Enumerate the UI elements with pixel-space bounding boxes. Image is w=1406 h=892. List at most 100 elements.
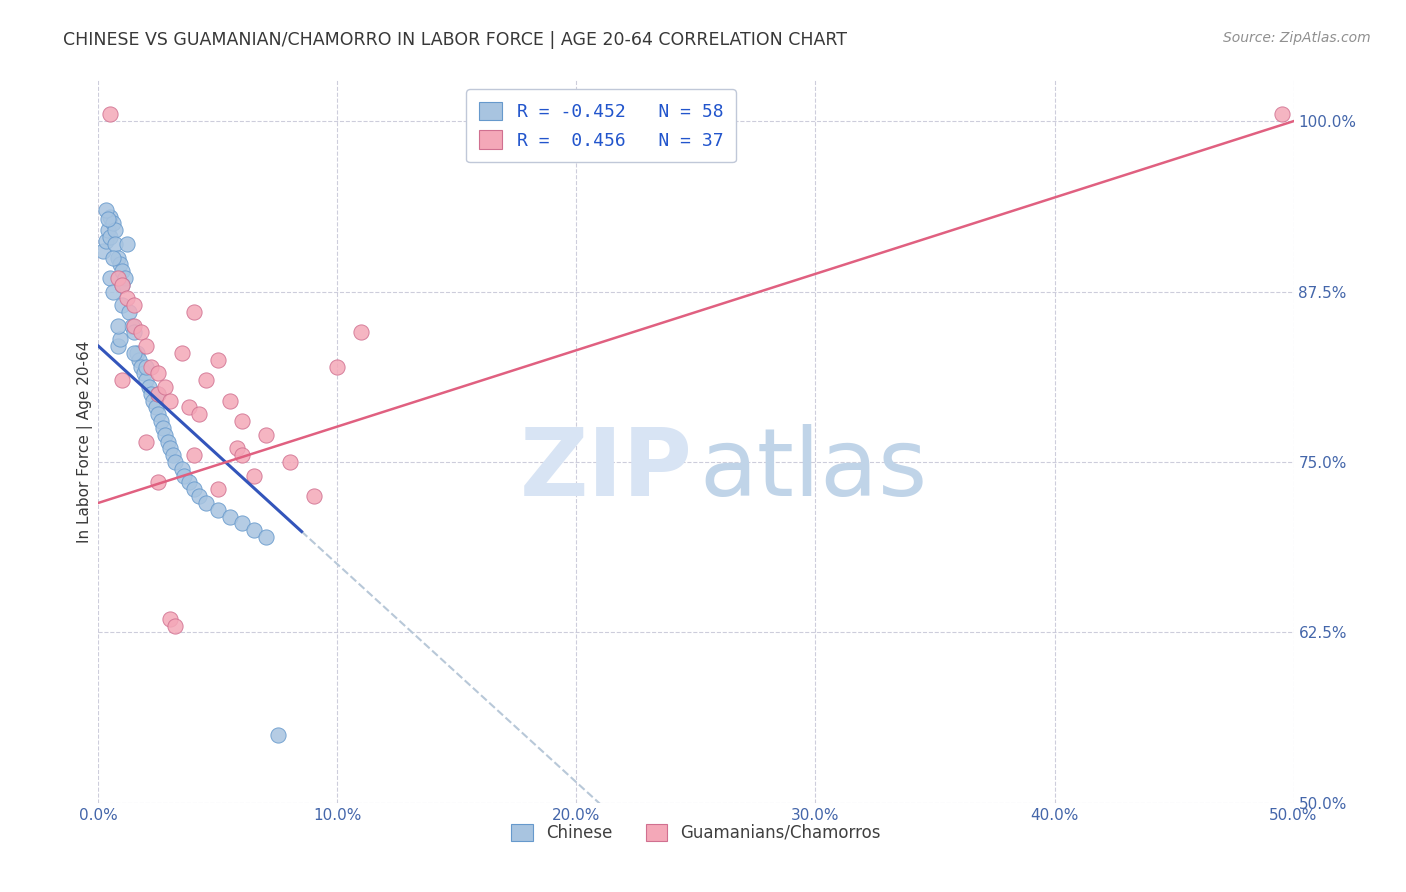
Point [195,373,218,387]
Point [135,373,157,387]
Point [195,496,218,510]
Point [111,264,134,278]
Point [326,359,349,374]
Point [149,414,172,428]
Point [91,244,114,258]
Point [155,380,177,394]
Point [97,223,120,237]
Point [145,401,167,415]
Point [231,414,253,428]
Point [179,475,201,490]
Point [278,455,301,469]
Point [148,387,170,401]
Point [135,339,157,353]
Point [231,516,253,531]
Point [156,434,179,449]
Text: Source: ZipAtlas.com: Source: ZipAtlas.com [1223,31,1371,45]
Point [135,359,157,374]
Point [139,387,162,401]
Legend: Chinese, Guamanians/Chamorros: Chinese, Guamanians/Chamorros [505,817,887,848]
Point [124,346,146,360]
Point [111,277,134,292]
Point [101,216,124,230]
Point [207,352,229,367]
Point [148,407,170,421]
Point [104,236,127,251]
Point [125,346,148,360]
Point [115,292,138,306]
Point [159,442,181,456]
Point [98,230,122,244]
Point [187,489,209,503]
Point [101,285,124,299]
Point [231,448,253,462]
Point [104,223,127,237]
Point [135,434,157,449]
Text: atlas: atlas [700,425,928,516]
Point [98,107,122,121]
Point [101,251,124,265]
Point [124,318,146,333]
Point [226,442,249,456]
Point [138,380,160,394]
Point [107,251,129,265]
Point [187,407,209,421]
Point [1271,107,1294,121]
Point [267,728,290,742]
Point [94,202,117,217]
Point [152,421,174,435]
Point [243,523,266,537]
Point [132,367,155,381]
Point [97,212,120,227]
Point [254,530,277,544]
Point [302,489,325,503]
Text: CHINESE VS GUAMANIAN/CHAMORRO IN LABOR FORCE | AGE 20-64 CORRELATION CHART: CHINESE VS GUAMANIAN/CHAMORRO IN LABOR F… [63,31,848,49]
Point [172,346,194,360]
Point [111,277,134,292]
Point [139,359,162,374]
Point [148,367,170,381]
Point [108,257,131,271]
Point [159,612,181,626]
Point [163,618,186,632]
Point [94,234,117,248]
Point [128,352,150,367]
Point [350,326,373,340]
Point [207,502,229,516]
Point [173,468,195,483]
Point [155,427,177,442]
Point [148,387,170,401]
Point [115,236,138,251]
Point [254,427,277,442]
Point [183,448,205,462]
Point [219,509,242,524]
Point [243,468,266,483]
Point [121,318,143,333]
Point [148,475,170,490]
Point [219,393,242,408]
Point [131,359,153,374]
Point [131,326,153,340]
Point [183,482,205,496]
Point [163,455,186,469]
Point [107,318,129,333]
Point [111,298,134,312]
Point [162,448,184,462]
Point [98,271,122,285]
Point [124,326,146,340]
Point [107,271,129,285]
Point [114,271,136,285]
Point [107,339,129,353]
Text: ZIP: ZIP [519,425,692,516]
Point [159,393,181,408]
Point [98,210,122,224]
Point [124,298,146,312]
Point [183,305,205,319]
Point [118,305,141,319]
Point [111,373,134,387]
Point [108,332,131,346]
Y-axis label: In Labor Force | Age 20-64: In Labor Force | Age 20-64 [76,341,93,542]
Point [172,462,194,476]
Point [179,401,201,415]
Point [207,482,229,496]
